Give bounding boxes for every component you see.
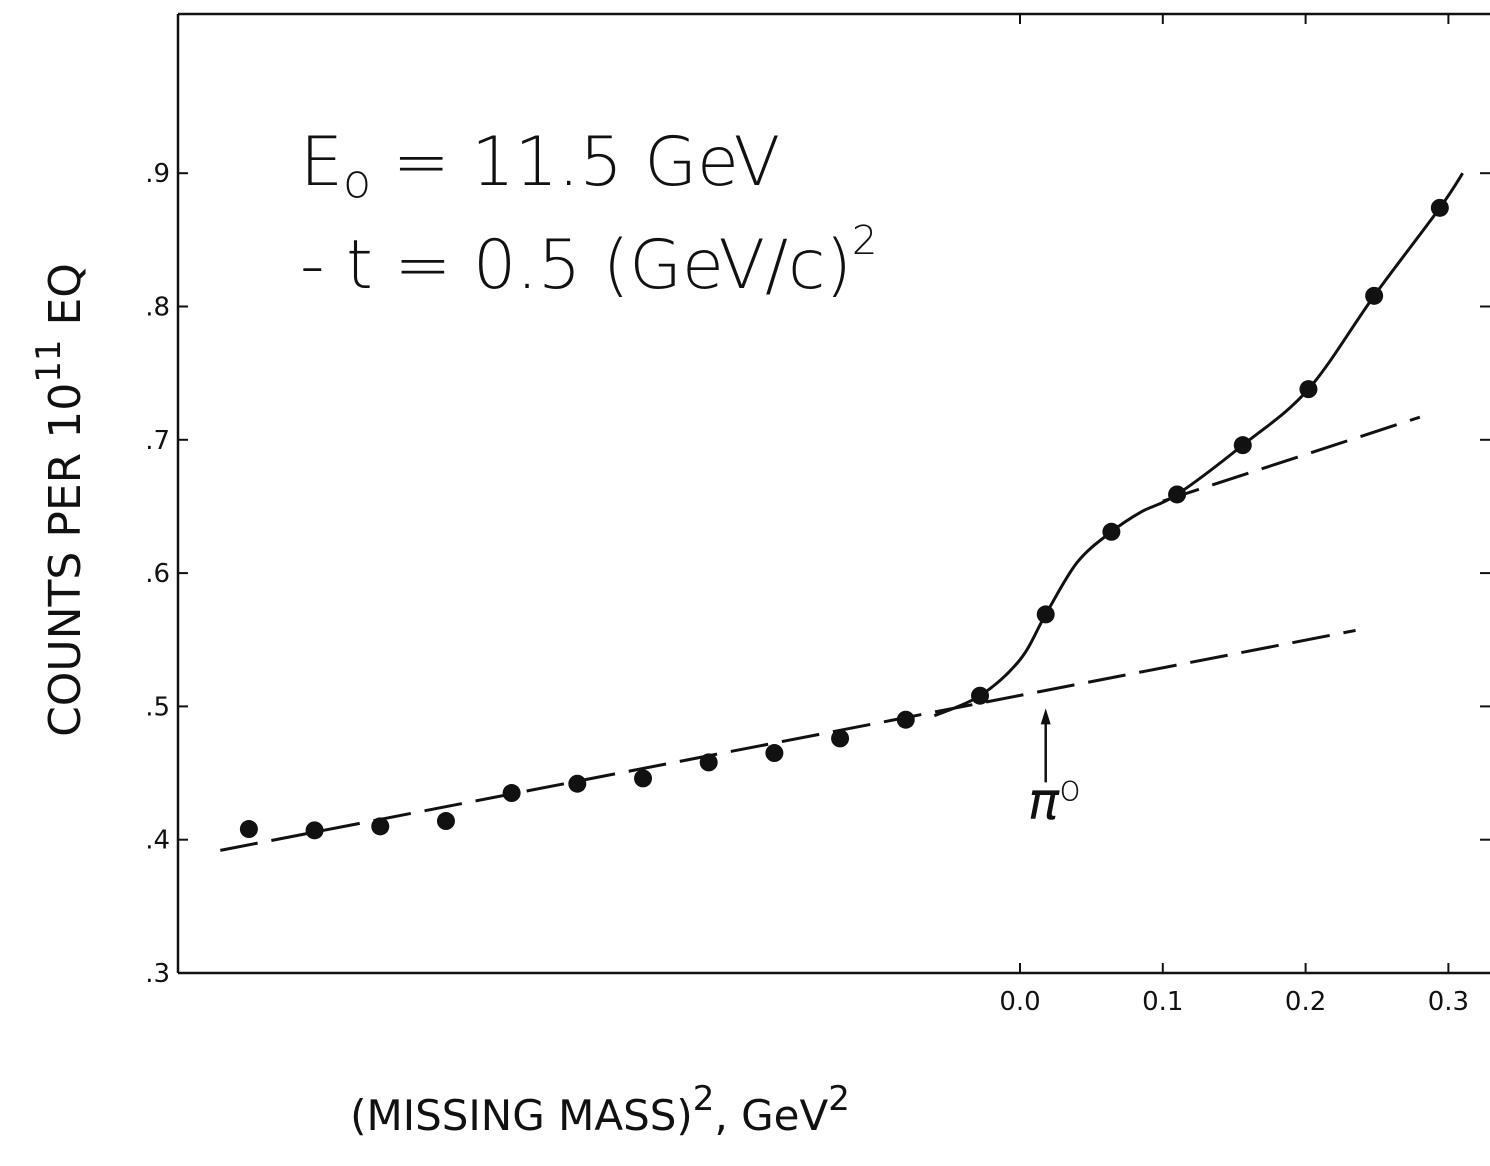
- annotation-momentum-main: - t = 0.5 (GeV/c): [300, 226, 852, 305]
- data-point: [1036, 605, 1055, 624]
- data-point: [896, 710, 915, 729]
- x-axis-title: (MISSING MASS)2, GeV2: [350, 1079, 850, 1140]
- x-axis-title-main: (MISSING MASS): [350, 1091, 693, 1140]
- annotation-momentum-transfer: - t = 0.5 (GeV/c)2: [300, 218, 877, 305]
- annotation-energy-sub: o: [343, 154, 371, 208]
- data-point: [699, 753, 718, 772]
- data-point: [1299, 380, 1318, 399]
- data-point: [371, 817, 390, 836]
- y-axis-title-sup: 11: [29, 340, 69, 383]
- x-axis-title-sup: 2: [693, 1079, 715, 1119]
- x-tick-label: 0.0: [999, 987, 1040, 1017]
- y-tick-label: .6: [145, 559, 170, 589]
- y-axis-title-unit: EQ: [40, 263, 91, 325]
- y-tick-label: .8: [145, 293, 170, 323]
- y-tick-label: .7: [145, 426, 170, 456]
- data-point: [1233, 436, 1252, 455]
- data-point: [1430, 198, 1449, 217]
- annotation-energy: Eo = 11.5 GeV: [300, 123, 780, 208]
- y-axis-title-main: COUNTS PER 10: [40, 383, 91, 737]
- data-point: [1168, 485, 1187, 504]
- data-point: [502, 784, 521, 803]
- dashed-fit-line: [1162, 415, 1421, 503]
- x-tick-label: 0.1: [1142, 987, 1183, 1017]
- annotation-pi0-sup: o: [1059, 768, 1081, 809]
- x-tick-label: 0.3: [1428, 987, 1469, 1017]
- data-point: [568, 774, 587, 793]
- annotation-pi0-symbol: π: [1028, 771, 1060, 831]
- y-tick-label: .5: [145, 692, 170, 722]
- y-tick-label: .9: [145, 159, 170, 189]
- x-tick-label: 0.2: [1285, 987, 1326, 1017]
- x-axis-title-unit: , GeV: [714, 1091, 828, 1140]
- pi0-arrow-head: [1040, 708, 1051, 725]
- annotation-momentum-sup: 2: [852, 218, 877, 264]
- data-point: [1365, 286, 1384, 305]
- data-point: [239, 820, 258, 839]
- solid-fit-curve: [933, 172, 1464, 718]
- y-tick-label: .4: [145, 826, 170, 856]
- data-point: [305, 821, 324, 840]
- data-point: [971, 686, 990, 705]
- data-point: [831, 729, 850, 748]
- y-tick-label: .3: [145, 959, 170, 989]
- annotation-energy-main: E: [300, 123, 343, 202]
- dashed-fit-line: [220, 628, 1356, 852]
- data-point: [765, 744, 784, 763]
- data-point: [436, 812, 455, 831]
- y-axis-title: COUNTS PER 1011 EQ: [29, 263, 91, 737]
- annotation-energy-rest: = 11.5 GeV: [371, 123, 780, 202]
- data-point: [634, 769, 653, 788]
- x-axis-title-unit-sup: 2: [828, 1079, 850, 1119]
- data-point: [1102, 522, 1121, 541]
- annotation-pi0: πo: [1028, 768, 1081, 831]
